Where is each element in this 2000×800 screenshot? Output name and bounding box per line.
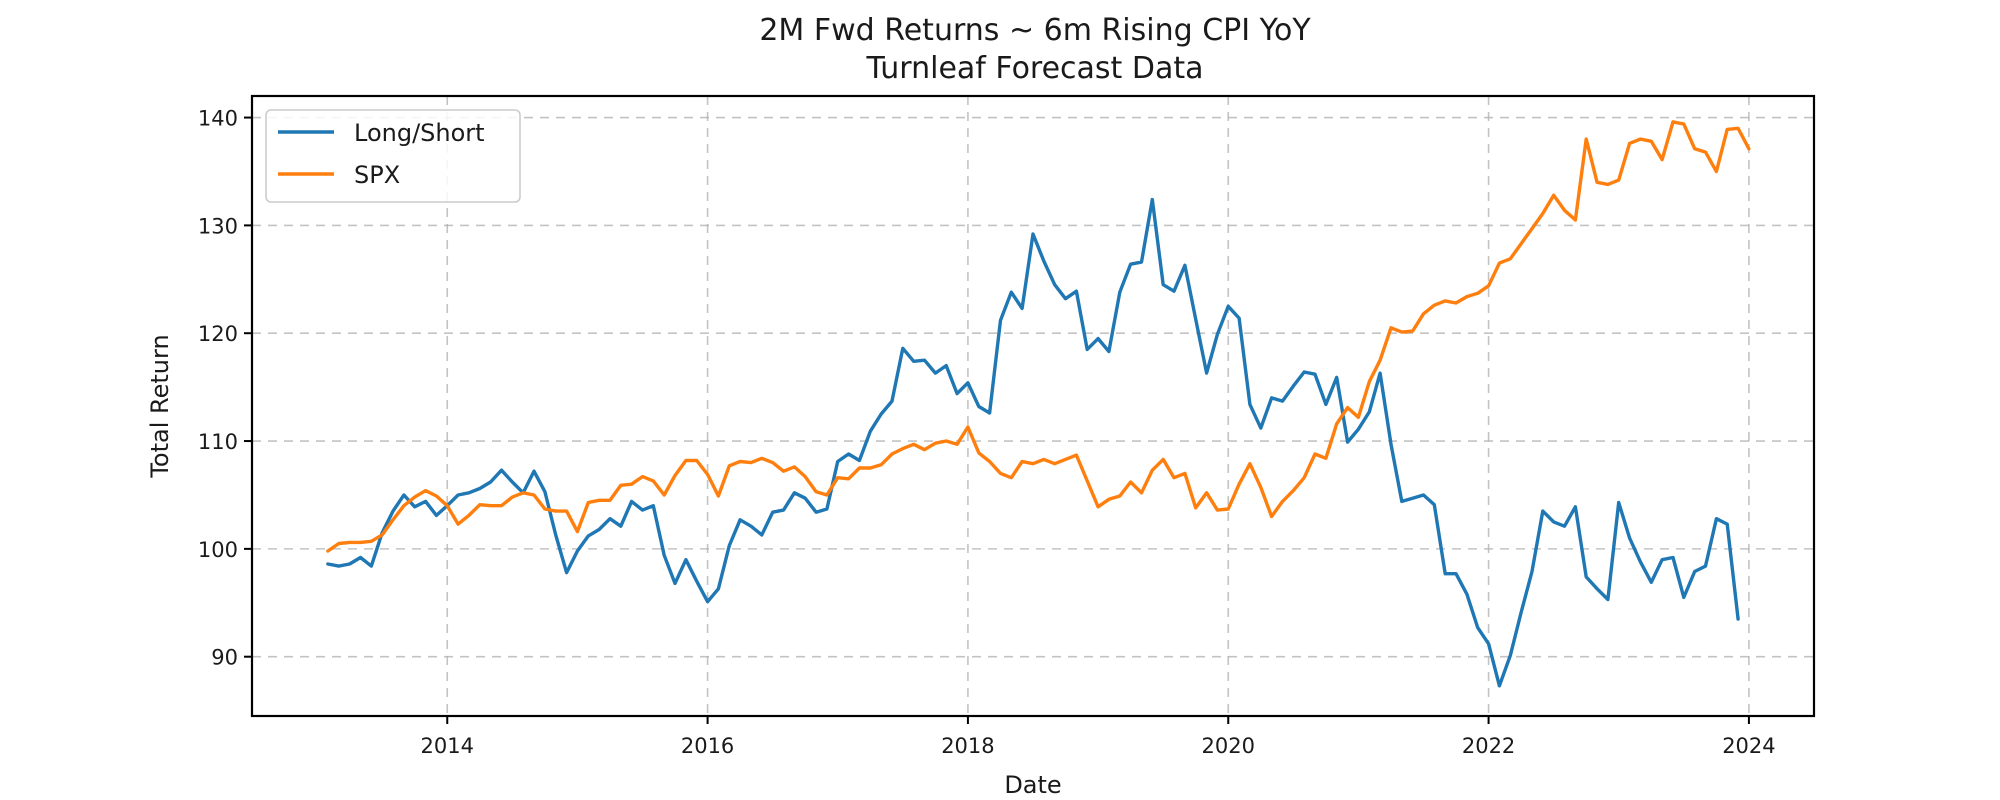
y-tick-label: 140 — [198, 107, 238, 131]
x-tick-label: 2014 — [421, 734, 474, 758]
series-line-long-short — [326, 197, 1740, 688]
chart-title: 2M Fwd Returns ~ 6m Rising CPI YoY — [759, 13, 1311, 48]
legend-label-spx: SPX — [354, 161, 400, 189]
x-tick-label: 2022 — [1462, 734, 1515, 758]
y-tick-label: 90 — [211, 646, 238, 670]
y-tick-label: 120 — [198, 322, 238, 346]
x-tick-label: 2016 — [681, 734, 734, 758]
y-axis-label: Total Return — [146, 334, 174, 478]
x-axis: 2014 2016 2018 2020 2022 2024 — [421, 716, 1776, 758]
plot-frame — [250, 94, 1816, 718]
legend: Long/Short SPX — [265, 109, 521, 203]
legend-label-long-short: Long/Short — [354, 119, 485, 147]
grid-lines — [252, 96, 1814, 716]
y-axis: 90 100 110 120 130 140 — [198, 107, 252, 670]
chart-subtitle: Turnleaf Forecast Data — [866, 51, 1204, 86]
plot-series — [326, 120, 1751, 688]
x-tick-label: 2018 — [941, 734, 994, 758]
y-tick-label: 130 — [198, 214, 238, 238]
x-axis-label: Date — [1004, 771, 1061, 799]
x-tick-label: 2020 — [1202, 734, 1255, 758]
x-tick-label: 2024 — [1722, 734, 1775, 758]
y-tick-label: 110 — [198, 430, 238, 454]
series-line-spx — [326, 120, 1751, 553]
y-tick-label: 100 — [198, 538, 238, 562]
